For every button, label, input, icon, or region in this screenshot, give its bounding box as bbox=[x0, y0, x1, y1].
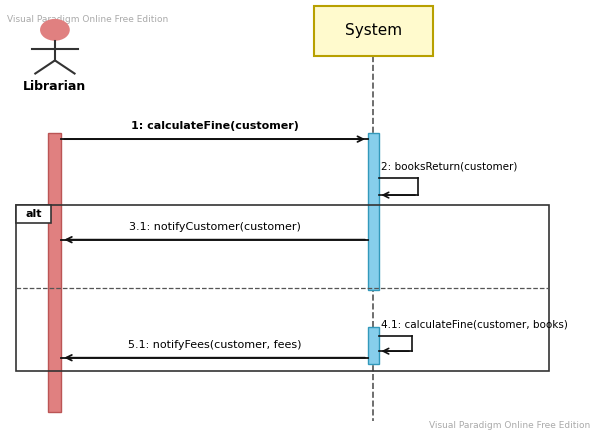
Text: 5.1: notifyFees(customer, fees): 5.1: notifyFees(customer, fees) bbox=[128, 340, 302, 350]
Bar bbox=[17, 205, 51, 223]
Circle shape bbox=[40, 19, 70, 41]
Bar bbox=[314, 6, 433, 56]
Text: 1: calculateFine(customer): 1: calculateFine(customer) bbox=[131, 121, 299, 131]
Bar bbox=[48, 132, 61, 412]
Text: 4.1: calculateFine(customer, books): 4.1: calculateFine(customer, books) bbox=[381, 319, 568, 329]
Text: Visual Paradigm Online Free Edition: Visual Paradigm Online Free Edition bbox=[7, 15, 169, 23]
Text: System: System bbox=[345, 23, 402, 38]
Text: Librarian: Librarian bbox=[23, 80, 86, 93]
Bar bbox=[368, 132, 378, 290]
Text: alt: alt bbox=[25, 209, 42, 219]
Text: 2: booksReturn(customer): 2: booksReturn(customer) bbox=[381, 162, 518, 172]
Bar bbox=[17, 205, 549, 371]
Text: 3.1: notifyCustomer(customer): 3.1: notifyCustomer(customer) bbox=[129, 222, 300, 232]
Text: Visual Paradigm Online Free Edition: Visual Paradigm Online Free Edition bbox=[429, 421, 590, 430]
Bar bbox=[368, 327, 378, 364]
